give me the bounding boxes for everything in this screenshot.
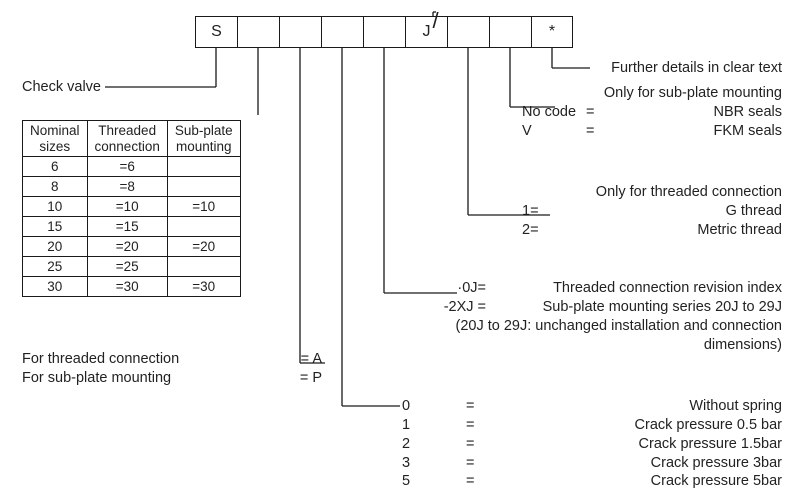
kv-row: 2=Crack pressure 1.5bar — [402, 435, 782, 454]
cell — [167, 217, 240, 237]
cell: =20 — [87, 237, 167, 257]
kv-val: NBR seals — [594, 103, 782, 122]
threaded-note-label: For threaded connection — [22, 350, 179, 369]
kv-eq: = — [466, 435, 474, 454]
cell: 25 — [23, 257, 88, 277]
table-header-row: NominalsizesThreadedconnectionSub-platem… — [23, 121, 241, 157]
sizes-table: NominalsizesThreadedconnectionSub-platem… — [22, 120, 241, 297]
kv-key: 2 — [402, 435, 466, 454]
kv-row: 5=Crack pressure 5bar — [402, 472, 782, 491]
cell: 15 — [23, 217, 88, 237]
cell: =10 — [167, 197, 240, 217]
kv-key: V — [522, 122, 586, 141]
kv-row: -2XJ =Sub-plate mounting series 20J to 2… — [422, 298, 782, 317]
table-row: 10=10=10 — [23, 197, 241, 217]
kv-row: 2=Metric thread — [522, 221, 782, 240]
seals-title: Only for sub-plate mounting — [522, 84, 782, 103]
table-row: 30=30=30 — [23, 277, 241, 297]
kv-val: Sub-plate mounting series 20J to 29J — [486, 298, 782, 317]
col-header: Nominalsizes — [23, 121, 88, 157]
thread-type-block: Only for threaded connection 1=G thread2… — [522, 183, 782, 240]
kv-row: 3=Crack pressure 3bar — [402, 454, 782, 473]
cell: 20 — [23, 237, 88, 257]
ordering-code-boxes: S J/ * — [195, 16, 582, 48]
cell: =20 — [167, 237, 240, 257]
cell: 10 — [23, 197, 88, 217]
table-row: 8=8 — [23, 177, 241, 197]
table-row: 20=20=20 — [23, 237, 241, 257]
order-cell-4 — [363, 16, 405, 48]
order-cell-8: * — [531, 16, 573, 48]
cell: =25 — [87, 257, 167, 277]
kv-key: 2= — [522, 221, 586, 240]
table-row: 6=6 — [23, 157, 241, 177]
kv-eq: = — [466, 454, 474, 473]
kv-row: 1=G thread — [522, 202, 782, 221]
cell — [167, 257, 240, 277]
threaded-note-code: = A — [301, 350, 322, 369]
revision-block: ·0J=Threaded connection revision index-2… — [422, 279, 782, 354]
cell: 8 — [23, 177, 88, 197]
kv-row: ·0J=Threaded connection revision index — [422, 279, 782, 298]
kv-row: 0=Without spring — [402, 397, 782, 416]
kv-val: Crack pressure 5bar — [474, 472, 782, 491]
kv-key: No code — [522, 103, 586, 122]
mounting-notes: For threaded connection = A For sub-plat… — [22, 350, 322, 388]
order-cell-5: J/ — [405, 16, 447, 48]
table-body: 6=68=810=10=1015=1520=20=2025=2530=30=30 — [23, 157, 241, 297]
kv-eq: = — [466, 397, 474, 416]
kv-key: ·0J= — [422, 279, 486, 298]
col-header: Sub-platemounting — [167, 121, 240, 157]
subplate-note-code: = P — [300, 369, 322, 388]
kv-val: Threaded connection revision index — [486, 279, 782, 298]
kv-key: 5 — [402, 472, 466, 491]
kv-eq: = — [466, 416, 474, 435]
thread-type-title: Only for threaded connection — [522, 183, 782, 202]
further-details-label: Further details in clear text — [611, 59, 782, 78]
kv-key: -2XJ = — [422, 298, 486, 317]
cell: 6 — [23, 157, 88, 177]
cell — [167, 157, 240, 177]
kv-val: FKM seals — [594, 122, 782, 141]
check-valve-label: Check valve — [22, 78, 101, 97]
cell — [167, 177, 240, 197]
kv-val: G thread — [586, 202, 782, 221]
table-row: 15=15 — [23, 217, 241, 237]
col-header: Threadedconnection — [87, 121, 167, 157]
kv-val: Crack pressure 0.5 bar — [474, 416, 782, 435]
seals-block: Only for sub-plate mounting No code=NBR … — [522, 84, 782, 141]
subplate-note-label: For sub-plate mounting — [22, 369, 171, 388]
kv-key: 0 — [402, 397, 466, 416]
kv-key: 1 — [402, 416, 466, 435]
kv-eq: = — [586, 103, 594, 122]
kv-key: 3 — [402, 454, 466, 473]
cell: =15 — [87, 217, 167, 237]
order-cell-1 — [237, 16, 279, 48]
order-cell-3 — [321, 16, 363, 48]
table-row: 25=25 — [23, 257, 241, 277]
kv-row: 1=Crack pressure 0.5 bar — [402, 416, 782, 435]
cell: 30 — [23, 277, 88, 297]
cell: =30 — [167, 277, 240, 297]
kv-val: Without spring — [474, 397, 782, 416]
cell: =8 — [87, 177, 167, 197]
cell: =30 — [87, 277, 167, 297]
order-cell-6 — [447, 16, 489, 48]
kv-val: Metric thread — [586, 221, 782, 240]
order-cell-2 — [279, 16, 321, 48]
kv-val: Crack pressure 3bar — [474, 454, 782, 473]
cell: =10 — [87, 197, 167, 217]
kv-row: No code=NBR seals — [522, 103, 782, 122]
spring-block: 0=Without spring1=Crack pressure 0.5 bar… — [402, 397, 782, 491]
kv-key: 1= — [522, 202, 586, 221]
cell: =6 — [87, 157, 167, 177]
kv-eq: = — [586, 122, 594, 141]
order-cell-7 — [489, 16, 531, 48]
kv-row: V=FKM seals — [522, 122, 782, 141]
revision-note: (20J to 29J: unchanged installation and … — [422, 317, 782, 355]
kv-val: Crack pressure 1.5bar — [474, 435, 782, 454]
kv-eq: = — [466, 472, 474, 491]
order-cell-0: S — [195, 16, 237, 48]
